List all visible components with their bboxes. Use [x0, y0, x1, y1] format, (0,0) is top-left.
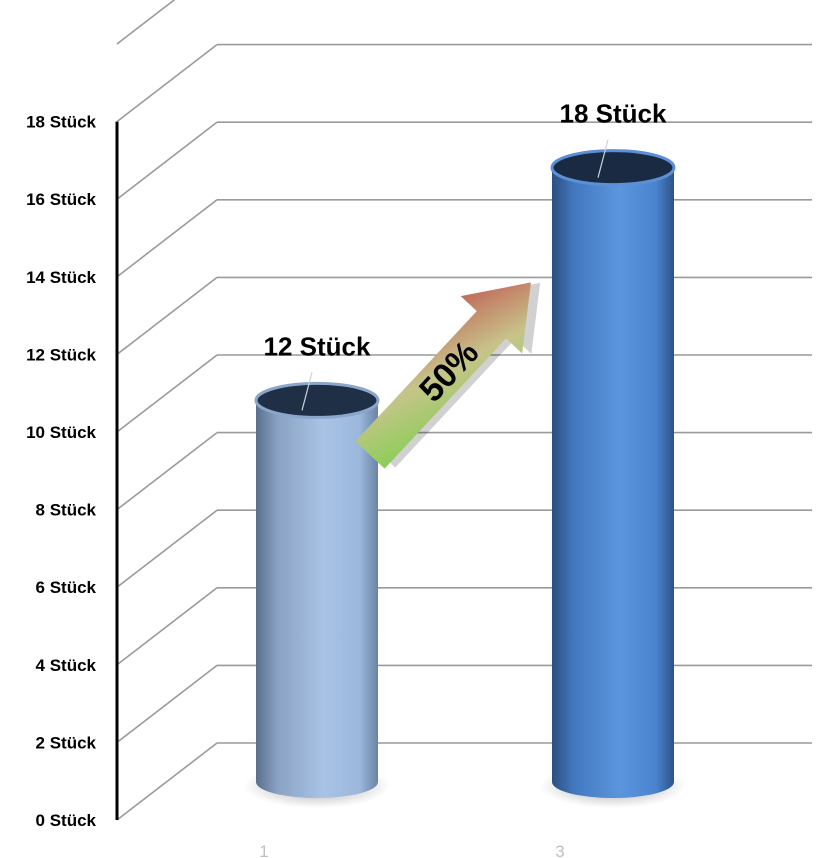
y-tick-label: 4 Stück: [36, 656, 97, 675]
leader-line: [301, 372, 313, 411]
growth-arrow-shape: [355, 282, 531, 469]
gridline-diagonal: [116, 0, 176, 45]
gridline-diagonal: [116, 587, 218, 666]
leader-line: [597, 139, 609, 178]
y-axis: 0 Stück 2 Stück 4 Stück 6 Stück 8 Stück 10 St…: [26, 113, 119, 830]
gridline-diagonal: [116, 664, 218, 744]
gridlines: [116, 0, 812, 821]
bar-cylinder-1: [256, 400, 378, 798]
y-tick-label: 10 Stück: [26, 423, 96, 442]
y-tick-label: 12 Stück: [26, 345, 96, 364]
x-tick-label: 3: [555, 842, 564, 858]
y-tick-label: 14 Stück: [26, 268, 96, 287]
growth-arrow: 50%: [355, 282, 541, 469]
gridline-diagonal: [116, 199, 218, 278]
x-tick-label: 1: [259, 842, 268, 858]
gridline-diagonal: [116, 431, 218, 511]
data-label: 18 Stück: [560, 99, 667, 129]
bar-cylinder-3: [552, 167, 674, 799]
bars: [244, 139, 686, 808]
y-tick-label: 8 Stück: [36, 501, 97, 520]
y-tick-label: 0 Stück: [36, 811, 97, 830]
gridline-diagonal: [116, 742, 218, 821]
annotation: 50%: [355, 282, 541, 469]
gridline-diagonal: [116, 509, 218, 588]
gridline-diagonal: [116, 276, 218, 356]
gridline-diagonal: [116, 43, 218, 123]
gridline-diagonal: [116, 354, 218, 433]
y-tick-label: 16 Stück: [26, 190, 96, 209]
gridline-diagonal: [116, 121, 218, 200]
data-label: 12 Stück: [264, 331, 371, 361]
bar-top: [254, 381, 380, 419]
y-tick-label: 2 Stück: [36, 733, 97, 752]
y-tick-label: 6 Stück: [36, 578, 97, 597]
bar-top: [550, 149, 676, 187]
y-tick-label: 18 Stück: [26, 113, 96, 132]
data-labels: 12 Stück 1 18 Stück 3: [259, 99, 667, 858]
